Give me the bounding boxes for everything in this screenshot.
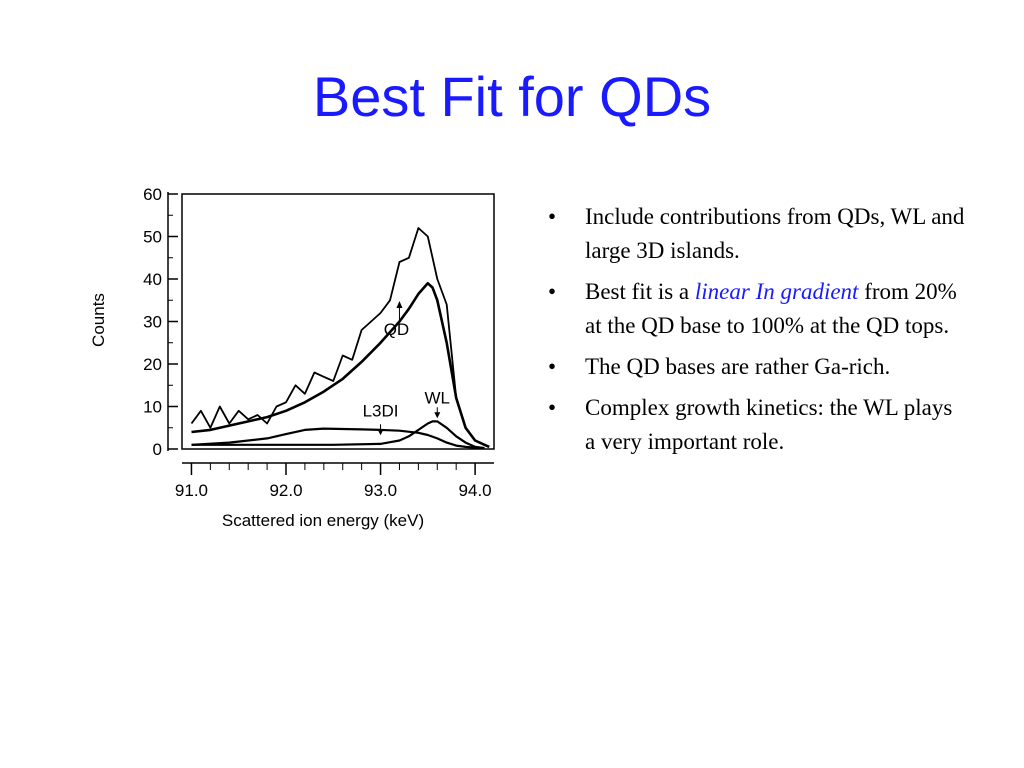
annotation-arrowhead [396,301,403,308]
x-tick-label: 92.0 [269,481,302,500]
bullet-dot: • [548,395,557,420]
x-tick-label: 94.0 [459,481,492,500]
series-line-component-3 [191,427,485,450]
annotation-arrowhead [377,429,384,436]
bullet-dot: • [548,204,557,229]
bullet-text: The QD bases are rather Ga-rich. [585,354,891,379]
y-axis-label: Counts [89,293,108,347]
y-tick-label: 50 [143,228,162,247]
x-axis: 91.0 92.0 93.0 94.0 [175,462,494,500]
y-tick-label: 20 [143,355,162,374]
series-layer [190,227,490,450]
annotation-layer: QD L3DI WL [363,301,451,436]
y-tick-label: 40 [143,270,162,289]
bullet-item: • Complex growth kinetics: the WL plays … [546,391,966,459]
spectrum-chart: 0 10 20 30 40 50 60 91.0 92.0 93.0 94.0 QD L3DI WL … [80,178,510,538]
bullet-dot: • [548,354,557,379]
bullet-emphasis: linear In gradient [694,279,859,304]
plot-frame [181,193,495,450]
series-line-noisy-1 [190,227,485,446]
y-axis: 0 10 20 30 40 50 60 [143,185,178,459]
y-tick-label: 0 [153,440,162,459]
bullet-text-after: from 20% at the QD base to 100% at the Q… [585,279,957,338]
slide-title: Best Fit for QDs [312,65,712,128]
bullet-item: • The QD bases are rather Ga-rich. [546,350,966,384]
x-tick-label: 91.0 [175,481,208,500]
bullet-text: Complex growth kinetics: the WL plays a … [585,395,953,454]
series-line-fit-2 [191,282,490,449]
bullet-list: • Include contributions from QDs, WL and… [546,200,966,466]
x-tick-label: 93.0 [364,481,397,500]
y-tick-label: 60 [143,185,162,204]
annotation-arrowhead [434,412,441,419]
bullet-item: • Best fit is a linear In gradient from … [546,275,966,343]
bullet-dot: • [548,279,557,304]
y-tick-label: 30 [143,313,162,332]
bullet-text-before: Best fit is a [585,279,695,304]
annotation-qd: QD [384,320,410,339]
bullet-text: Include contributions from QDs, WL and l… [585,204,965,263]
x-axis-label: Scattered ion energy (keV) [222,511,424,530]
series-line-component-4 [191,420,485,450]
annotation-wl: WL [425,388,451,407]
y-tick-label: 10 [143,398,162,417]
bullet-item: • Include contributions from QDs, WL and… [546,200,966,268]
annotation-l3di: L3DI [363,401,399,420]
